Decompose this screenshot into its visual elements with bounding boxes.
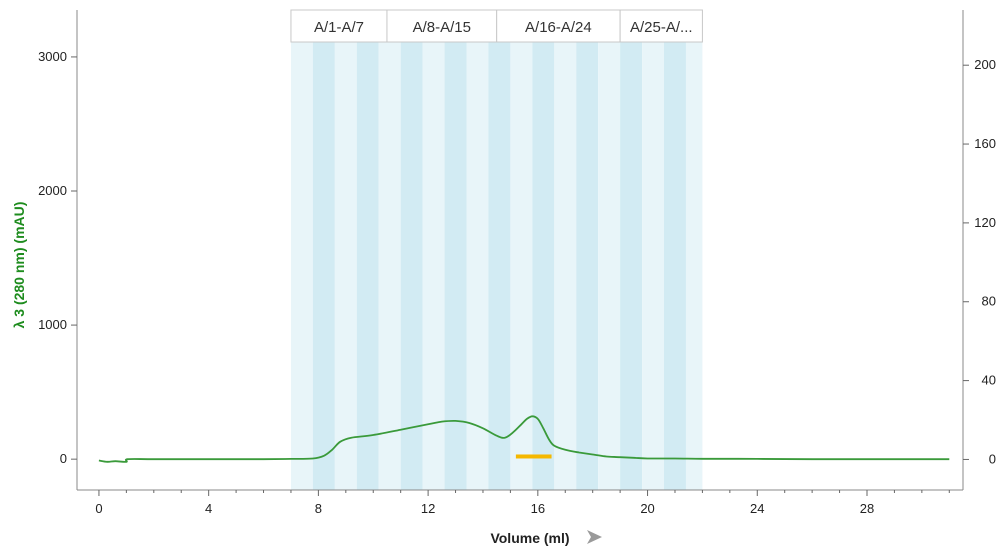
fraction-stripe — [444, 10, 467, 490]
fraction-stripe — [488, 10, 511, 490]
y-tick-label: 3000 — [38, 49, 67, 64]
y2-tick-label: 120 — [974, 215, 996, 230]
fraction-stripe — [290, 10, 313, 490]
y2-tick-label: 80 — [982, 294, 996, 309]
fraction-group-label: A/8-A/15 — [413, 19, 471, 36]
fraction-stripe — [334, 10, 357, 490]
x-axis-arrow-icon[interactable] — [587, 530, 602, 544]
fraction-stripe — [554, 10, 577, 490]
series-layer — [98, 415, 950, 463]
fraction-stripe — [685, 10, 703, 490]
fraction-stripe — [532, 10, 555, 490]
y-tick-label: 0 — [60, 451, 67, 466]
fraction-stripes — [290, 10, 703, 490]
x-tick-label: 12 — [421, 501, 435, 516]
x-tick-label: 8 — [315, 501, 322, 516]
fraction-group-label: A/16-A/24 — [525, 19, 592, 36]
fraction-stripe — [466, 10, 489, 490]
axes: 0 4 8 12 16 20 24 28 0 1000 2000 3000 0 40 80 120 160 200 — [38, 10, 996, 516]
y-tick-label: 2000 — [38, 183, 67, 198]
fraction-stripe — [620, 10, 643, 490]
fraction-stripe — [378, 10, 401, 490]
x-tick-label: 0 — [95, 501, 102, 516]
x-tick-label: 28 — [860, 501, 874, 516]
y2-tick-label: 40 — [982, 373, 996, 388]
x-tick-label: 20 — [640, 501, 654, 516]
fraction-stripe — [400, 10, 423, 490]
fraction-stripe — [642, 10, 665, 490]
fraction-group-labels: A/1-A/7 A/8-A/15 A/16-A/24 A/25-A/... — [290, 9, 703, 43]
fraction-stripe — [422, 10, 445, 490]
y2-tick-label: 0 — [989, 451, 996, 466]
y-axis-title: λ 3 (280 nm) (mAU) — [11, 202, 27, 329]
fraction-stripe — [510, 10, 533, 490]
fraction-stripe — [356, 10, 379, 490]
y2-tick-label: 160 — [974, 136, 996, 151]
fraction-stripe — [576, 10, 599, 490]
x-tick-label: 16 — [531, 501, 545, 516]
x-tick-label: 4 — [205, 501, 212, 516]
fraction-group-box — [290, 9, 388, 43]
fraction-stripe — [598, 10, 621, 490]
fraction-group-box — [496, 9, 621, 43]
fraction-stripe — [664, 10, 686, 490]
x-axis-title: Volume (ml) — [490, 530, 569, 546]
absorbance-line — [98, 415, 950, 463]
fraction-group-label: A/25-A/... — [630, 19, 693, 36]
peak-marker — [515, 454, 552, 459]
fraction-group-box — [619, 9, 703, 43]
y2-tick-label: 200 — [974, 57, 996, 72]
fraction-group-label: A/1-A/7 — [314, 19, 364, 36]
fraction-stripe — [312, 10, 335, 490]
x-tick-label: 24 — [750, 501, 764, 516]
y-tick-label: 1000 — [38, 317, 67, 332]
